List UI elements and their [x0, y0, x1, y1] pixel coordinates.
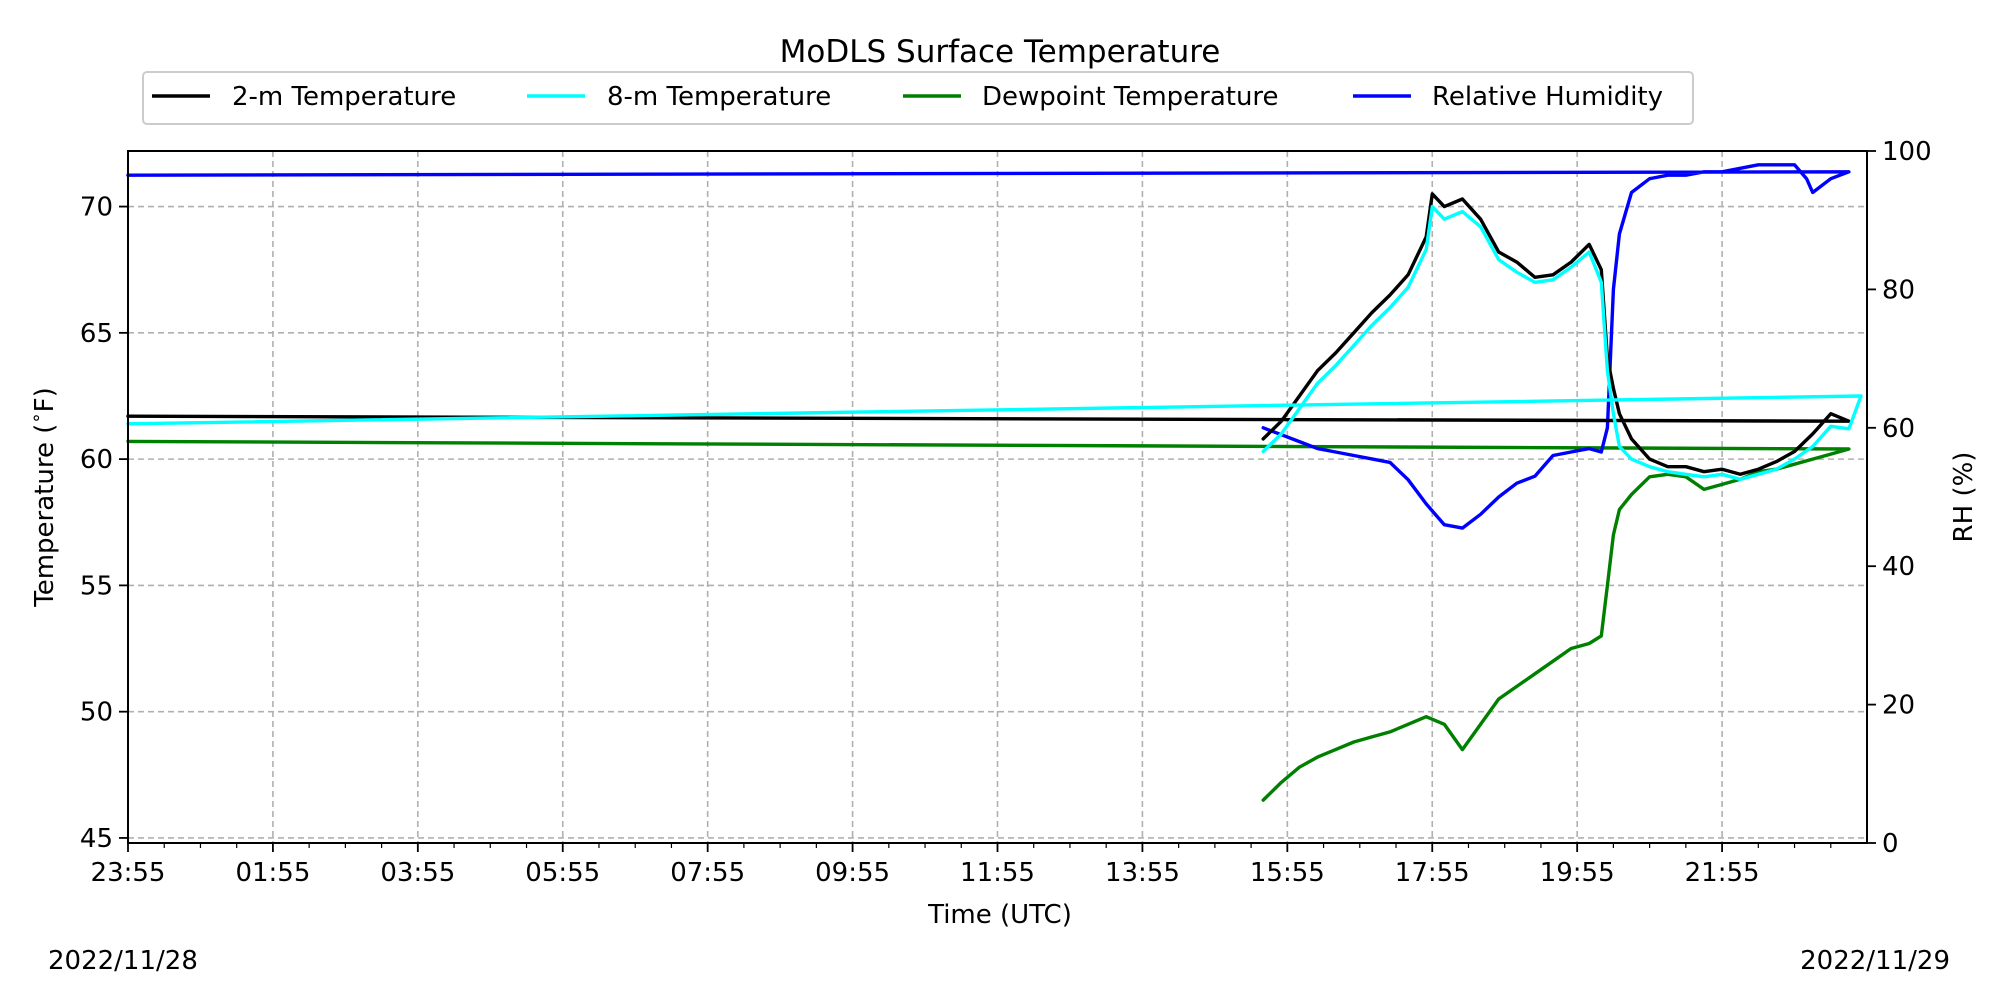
y-axis-left-label-text: Temperature ( [30, 424, 60, 608]
x-tick-label: 11:55 [960, 858, 1035, 888]
y-right-tick-label: 100 [1882, 137, 1932, 167]
y-left-tick-label: 60 [80, 445, 113, 475]
x-tick-label: 23:55 [91, 858, 166, 888]
y-right-tick-label: 20 [1882, 691, 1915, 721]
series-line-8-m-temperature [126, 204, 1863, 481]
y-right-tick-label: 0 [1882, 829, 1899, 859]
chart-title: MoDLS Surface Temperature [780, 34, 1221, 70]
y-right-tick-label: 80 [1882, 275, 1915, 305]
legend-label-relative-humidity: Relative Humidity [1432, 82, 1663, 112]
plot-series [126, 163, 1863, 802]
y-right-tick-label: 60 [1882, 414, 1915, 444]
series-line-dewpoint-temperature [126, 439, 1851, 802]
series-line-relative-humidity [126, 163, 1851, 530]
x-tick-label: 17:55 [1395, 858, 1470, 888]
end-date-label: 2022/11/29 [1800, 946, 1950, 976]
x-tick-label: 21:55 [1685, 858, 1760, 888]
x-tick-label: 15:55 [1250, 858, 1325, 888]
y-left-tick-label: 65 [80, 319, 113, 349]
y-left-tick-label: 55 [80, 571, 113, 601]
y-left-tick-label: 45 [80, 824, 113, 854]
y-left-tick-label: 50 [80, 698, 113, 728]
y-left-tick-label: 70 [80, 193, 113, 223]
x-tick-label: 05:55 [525, 858, 600, 888]
legend-label-8m-temperature: 8-m Temperature [607, 82, 831, 112]
x-tick-label: 09:55 [815, 858, 890, 888]
start-date-label: 2022/11/28 [48, 946, 198, 976]
legend-label-2m-temperature: 2-m Temperature [232, 82, 456, 112]
x-tick-label: 19:55 [1540, 858, 1615, 888]
axis-ticks: 23:55 01:55 03:55 05:55 07:55 09:55 11:55 13:55… [80, 137, 1932, 888]
y-axis-right-label: RH (%) [1949, 452, 1979, 543]
legend-label-dewpoint-temperature: Dewpoint Temperature [982, 82, 1279, 112]
y-axis-left-label: Temperature (∘F) [26, 387, 60, 608]
x-tick-label: 03:55 [380, 858, 455, 888]
grid [128, 151, 1867, 843]
x-tick-label: 07:55 [670, 858, 745, 888]
y-axis-left-label-degree: ∘ [26, 412, 47, 423]
x-tick-label: 13:55 [1105, 858, 1180, 888]
y-right-tick-label: 40 [1882, 552, 1915, 582]
legend: 2-m Temperature 8-m Temperature Dewpoint… [142, 71, 1694, 125]
series-line-2-m-temperature [126, 192, 1851, 476]
legend-frame [142, 71, 1694, 125]
x-tick-label: 01:55 [235, 858, 310, 888]
x-axis-label: Time (UTC) [927, 900, 1072, 930]
y-axis-left-label-unit: F) [30, 387, 60, 412]
